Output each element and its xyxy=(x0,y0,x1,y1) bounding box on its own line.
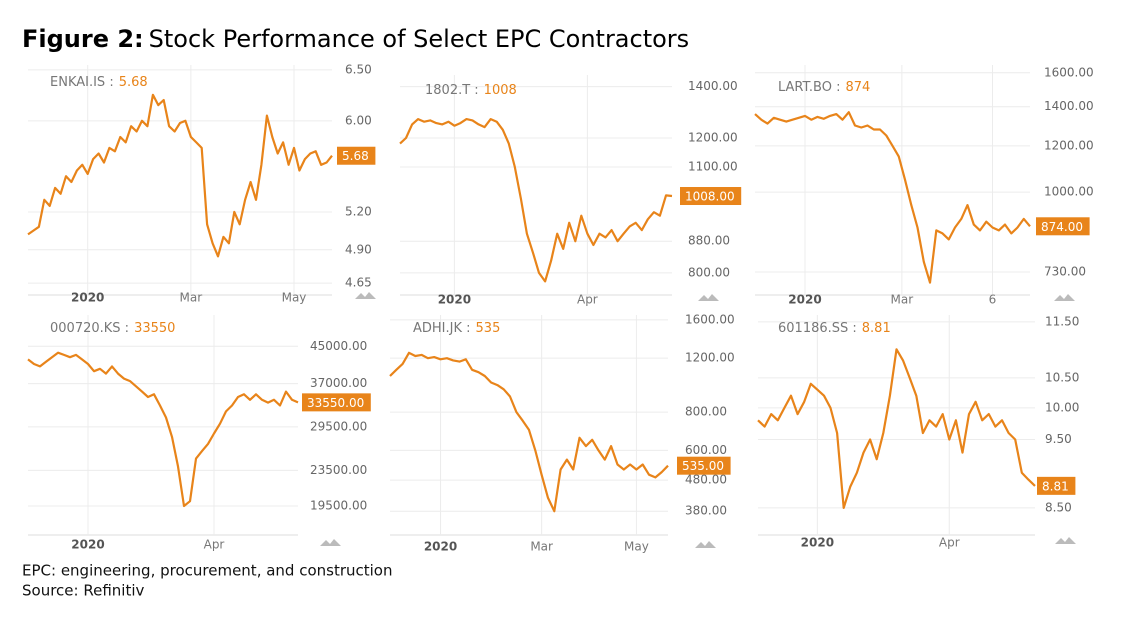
y-tick-label: 9.50 xyxy=(1045,432,1072,446)
y-tick-label: 11.50 xyxy=(1045,314,1079,328)
y-tick-label: 480.00 xyxy=(685,473,727,487)
y-tick-label: 6.50 xyxy=(345,62,372,76)
x-tick-label: Mar xyxy=(891,293,914,307)
y-tick-label: 5.20 xyxy=(345,204,372,218)
series-name: ENKAI.IS : xyxy=(50,75,114,90)
x-tick-label: 2020 xyxy=(424,540,457,554)
y-tick-label: 1600.00 xyxy=(1044,65,1094,79)
last-value-label: 1008.00 xyxy=(685,190,735,204)
last-value-label: 874.00 xyxy=(1041,220,1083,234)
series-last-value: 8.81 xyxy=(862,321,891,336)
chart-icon xyxy=(355,292,376,299)
last-value-label: 535.00 xyxy=(682,459,724,473)
last-value-label: 5.68 xyxy=(342,149,369,163)
price-line xyxy=(27,93,333,258)
y-tick-label: 1200.00 xyxy=(685,351,735,365)
series-name: 601186.SS : xyxy=(778,321,857,336)
price-line xyxy=(27,351,299,508)
series-name: 1802.T : xyxy=(425,83,479,98)
series-header: 000720.KS : 33550 xyxy=(50,321,175,336)
series-last-value: 874 xyxy=(846,80,871,95)
y-tick-label: 800.00 xyxy=(685,405,727,419)
y-tick-label: 6.00 xyxy=(345,113,372,127)
y-tick-label: 380.00 xyxy=(685,504,727,518)
series-header: 1802.T : 1008 xyxy=(425,83,517,98)
y-tick-label: 600.00 xyxy=(685,443,727,457)
series-name: 000720.KS : xyxy=(50,321,129,336)
last-value-label: 8.81 xyxy=(1042,479,1069,493)
chart-icon xyxy=(695,541,716,548)
series-name: ADHI.JK : xyxy=(413,321,471,336)
last-value-label: 33550.00 xyxy=(307,396,364,410)
y-tick-label: 1600.00 xyxy=(685,312,735,326)
series-last-value: 1008 xyxy=(484,83,517,98)
series-header: ADHI.JK : 535 xyxy=(413,321,500,336)
last-value-box xyxy=(1037,476,1076,495)
x-tick-label: Apr xyxy=(577,293,598,307)
figure-title: Stock Performance of Select EPC Contract… xyxy=(149,25,690,53)
note: EPC: engineering, procurement, and const… xyxy=(22,562,393,580)
series-last-value: 535 xyxy=(476,321,501,336)
series-header: ENKAI.IS : 5.68 xyxy=(50,75,148,90)
x-tick-label: 2020 xyxy=(71,291,104,305)
y-tick-label: 29500.00 xyxy=(310,419,367,433)
x-tick-label: May xyxy=(282,291,307,305)
y-tick-label: 1000.00 xyxy=(1044,185,1094,199)
y-tick-label: 1200.00 xyxy=(1044,138,1094,152)
y-tick-label: 1400.00 xyxy=(688,79,738,93)
y-tick-label: 10.00 xyxy=(1045,400,1079,414)
series-name: LART.BO : xyxy=(778,80,841,95)
series-last-value: 5.68 xyxy=(119,75,148,90)
series-header: 601186.SS : 8.81 xyxy=(778,321,891,336)
y-tick-label: 37000.00 xyxy=(310,376,367,390)
y-tick-label: 730.00 xyxy=(1044,264,1086,278)
y-tick-label: 1200.00 xyxy=(688,130,738,144)
y-tick-label: 800.00 xyxy=(688,265,730,279)
series-last-value: 33550 xyxy=(134,321,175,336)
chart-icon xyxy=(1055,537,1076,544)
figure-label: Figure 2: xyxy=(22,25,144,53)
x-tick-label: 2020 xyxy=(788,293,821,307)
x-tick-label: 6 xyxy=(989,293,997,307)
x-tick-label: Mar xyxy=(530,540,553,554)
y-tick-label: 880.00 xyxy=(688,234,730,248)
y-tick-label: 23500.00 xyxy=(310,463,367,477)
y-tick-label: 4.65 xyxy=(345,276,372,290)
y-tick-label: 10.50 xyxy=(1045,370,1079,384)
chart-icon xyxy=(1054,294,1075,301)
price-line xyxy=(757,348,1036,509)
last-value-box xyxy=(677,456,731,475)
x-tick-label: May xyxy=(624,540,649,554)
last-value-box xyxy=(337,146,376,165)
series-header: LART.BO : 874 xyxy=(778,80,870,95)
y-tick-label: 1400.00 xyxy=(1044,99,1094,113)
last-value-box xyxy=(680,187,742,206)
x-tick-label: Apr xyxy=(939,536,960,550)
y-tick-label: 4.90 xyxy=(345,242,372,256)
last-value-box xyxy=(1036,217,1090,236)
x-tick-label: 2020 xyxy=(71,538,104,552)
x-tick-label: Mar xyxy=(180,291,203,305)
y-tick-label: 19500.00 xyxy=(310,499,367,513)
last-value-box xyxy=(302,393,371,412)
x-tick-label: 2020 xyxy=(801,536,834,550)
price-line xyxy=(389,351,669,513)
chart-icon xyxy=(320,539,341,546)
x-tick-label: 2020 xyxy=(438,293,471,307)
y-tick-label: 1100.00 xyxy=(688,159,738,173)
x-tick-label: Apr xyxy=(204,538,225,552)
y-tick-label: 8.50 xyxy=(1045,500,1072,514)
price-line xyxy=(399,118,673,283)
chart-icon xyxy=(698,294,719,301)
figure-heading: Figure 2: Stock Performance of Select EPC… xyxy=(22,25,689,53)
price-line xyxy=(754,111,1031,284)
note: Source: Refinitiv xyxy=(22,582,144,600)
y-tick-label: 45000.00 xyxy=(310,339,367,353)
